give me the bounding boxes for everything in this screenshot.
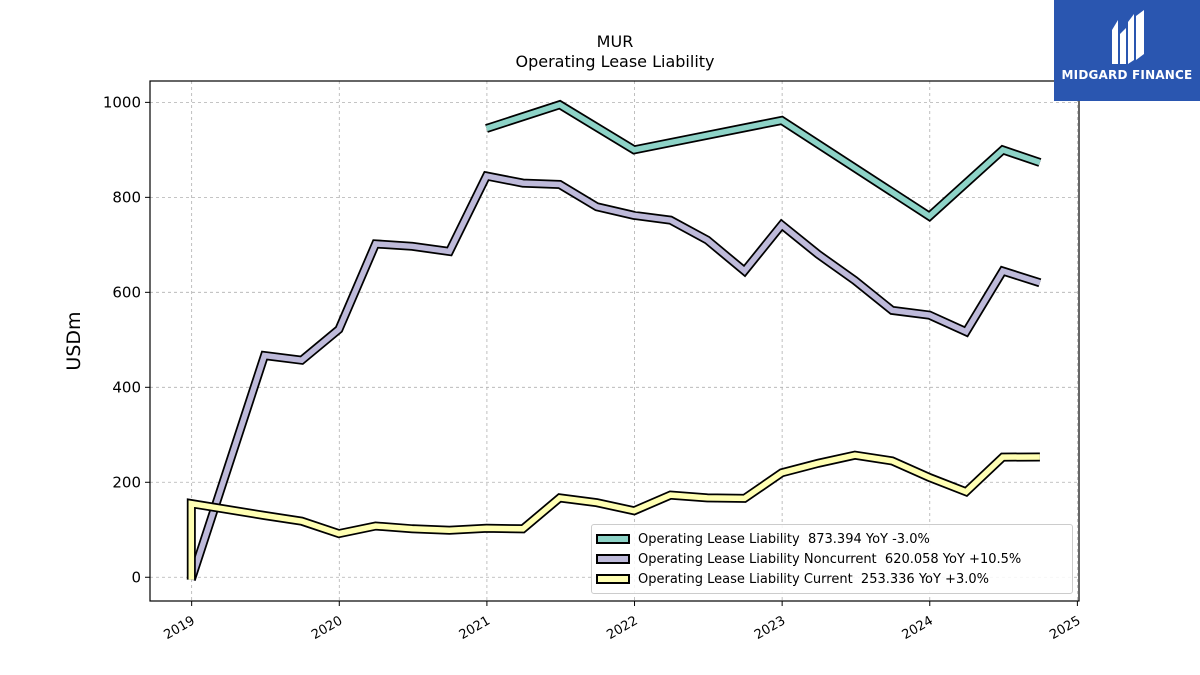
legend-swatch	[596, 574, 630, 584]
series-outline-operating-lease-liability-noncurrent	[187, 170, 1042, 581]
legend-label: Operating Lease Liability Noncurrent 620…	[638, 551, 1022, 567]
y-tick-label: 800	[112, 188, 141, 206]
legend-item: Operating Lease Liability Noncurrent 620…	[596, 551, 1021, 567]
legend-item: Operating Lease Liability 873.394 YoY -3…	[596, 531, 930, 547]
series-line-operating-lease-liability-current	[188, 452, 1040, 580]
x-tick-label: 2023	[752, 613, 788, 643]
y-tick-label: 600	[112, 283, 141, 301]
chart-subtitle: Operating Lease Liability	[515, 52, 715, 71]
grid-lines	[150, 81, 1079, 601]
x-tick-label: 2020	[309, 613, 345, 643]
y-tick-label: 0	[131, 568, 141, 586]
logo-text: MIDGARD FINANCE	[1061, 68, 1193, 82]
y-axis-label: USDm	[63, 311, 85, 370]
legend-label: Operating Lease Liability Current 253.33…	[638, 571, 989, 587]
legend-swatch	[596, 534, 630, 544]
legend-item: Operating Lease Liability Current 253.33…	[596, 571, 989, 587]
y-tick-label: 200	[112, 473, 141, 491]
logo-mark-icon	[1112, 10, 1144, 64]
legend: Operating Lease Liability 873.394 YoY -3…	[591, 524, 1073, 594]
x-tick-label: 2022	[604, 613, 640, 643]
x-tick-label: 2021	[457, 613, 493, 643]
x-tick-label: 2024	[900, 613, 936, 643]
x-tick-label: 2025	[1047, 613, 1083, 643]
brand-logo: MIDGARD FINANCE	[1054, 0, 1200, 101]
legend-swatch	[596, 554, 630, 564]
plot-frame	[149, 80, 1080, 602]
x-tick-label: 2019	[161, 613, 197, 643]
series-line-operating-lease-liability	[485, 101, 1041, 220]
chart-title: MUR	[596, 32, 634, 51]
series-line-operating-lease-liability-noncurrent	[188, 172, 1041, 581]
series-layer	[186, 99, 1042, 581]
y-tick-label: 400	[112, 378, 141, 396]
legend-label: Operating Lease Liability 873.394 YoY -3…	[638, 531, 930, 547]
y-tick-label: 1000	[103, 93, 141, 111]
